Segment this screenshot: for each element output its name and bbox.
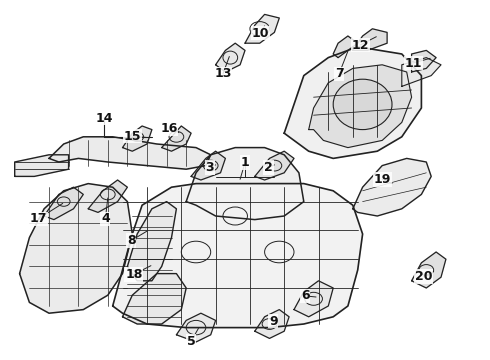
Text: 3: 3 (205, 161, 214, 174)
Polygon shape (402, 58, 441, 86)
Polygon shape (15, 155, 69, 176)
Text: 8: 8 (127, 234, 136, 247)
Polygon shape (309, 65, 412, 148)
Polygon shape (122, 274, 186, 324)
Polygon shape (255, 151, 294, 180)
Text: 17: 17 (29, 212, 47, 225)
Polygon shape (49, 137, 211, 169)
Polygon shape (412, 50, 436, 72)
Text: 2: 2 (264, 161, 273, 174)
Polygon shape (20, 184, 132, 313)
Text: 9: 9 (269, 315, 278, 328)
Polygon shape (412, 252, 446, 288)
Text: 16: 16 (160, 122, 178, 135)
Polygon shape (353, 29, 387, 50)
Polygon shape (186, 148, 304, 220)
Polygon shape (284, 47, 421, 158)
Polygon shape (333, 36, 358, 58)
Text: 6: 6 (301, 289, 310, 302)
Text: 12: 12 (351, 39, 369, 51)
Polygon shape (162, 126, 191, 151)
Text: 7: 7 (335, 67, 343, 80)
Polygon shape (191, 151, 225, 180)
Text: 1: 1 (241, 156, 249, 169)
Polygon shape (122, 126, 152, 151)
Polygon shape (127, 202, 176, 281)
Polygon shape (88, 180, 127, 212)
Ellipse shape (333, 79, 392, 130)
Text: 15: 15 (123, 130, 141, 143)
Text: 14: 14 (96, 112, 113, 125)
Text: 20: 20 (415, 270, 433, 283)
Polygon shape (294, 281, 333, 317)
Polygon shape (353, 158, 431, 216)
Polygon shape (113, 184, 363, 328)
Polygon shape (255, 310, 289, 338)
Polygon shape (216, 43, 245, 72)
Text: 13: 13 (214, 67, 232, 80)
Text: 11: 11 (404, 57, 422, 69)
Text: 4: 4 (101, 212, 110, 225)
Polygon shape (245, 14, 279, 43)
Polygon shape (44, 187, 83, 220)
Text: 10: 10 (252, 27, 270, 40)
Text: 19: 19 (373, 173, 391, 186)
Text: 18: 18 (125, 268, 143, 281)
Polygon shape (176, 313, 216, 342)
Text: 5: 5 (187, 335, 196, 348)
